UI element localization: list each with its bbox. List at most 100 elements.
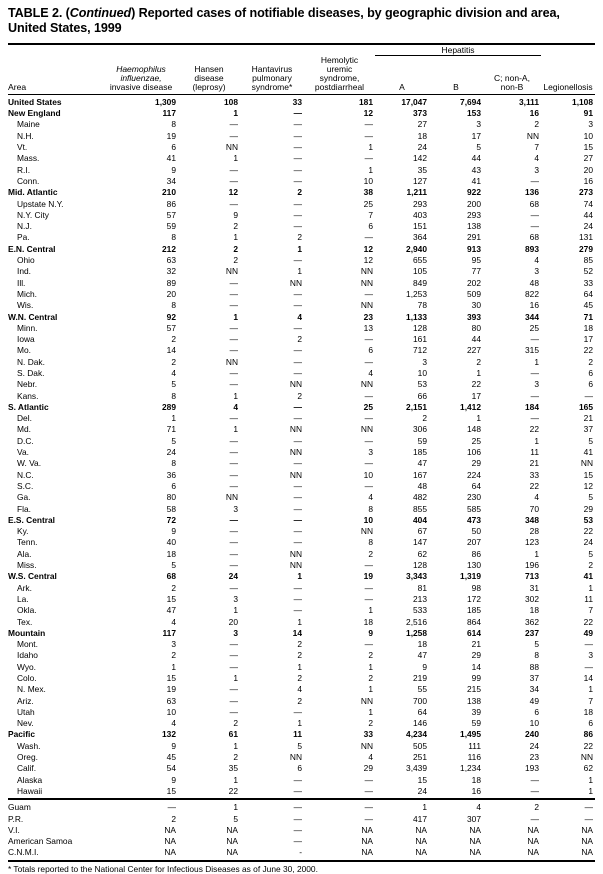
table-row: Idaho 2 — 2 2 47 29 8 3 — [8, 649, 595, 660]
cell-value: — — [229, 650, 238, 661]
table-row: Minn. 57 — — 13 128 80 25 18 — [8, 321, 595, 332]
cell-value: 7 — [588, 695, 593, 706]
cell-value: 404 — [413, 514, 427, 525]
hepatitis-group-header-row: Hepatitis — [8, 44, 595, 55]
row-area-label: Colo. — [17, 673, 37, 683]
table-row: Ga. 80 NN — 4 482 230 4 5 — [8, 490, 595, 503]
cell-value: 34 — [529, 684, 539, 695]
cell-value: 307 — [467, 813, 481, 824]
cell-value: 50 — [471, 526, 481, 537]
cell-value: 362 — [525, 616, 539, 627]
cell-value: 40 — [166, 537, 176, 548]
cell-value: 3 — [233, 503, 238, 514]
row-area-label: Mountain — [8, 627, 46, 638]
cell-value: 25 — [363, 198, 373, 209]
cell-value: NA — [469, 824, 481, 835]
row-area-label: Tex. — [17, 616, 33, 627]
row-area-label: S.C. — [17, 480, 34, 491]
cell-value: 28 — [529, 526, 539, 537]
table-row: Ohio 63 2 — 12 655 95 4 85 — [8, 253, 595, 265]
cell-value: 4 — [368, 752, 373, 763]
cell-value: 196 — [525, 560, 539, 571]
table-row: Ky. 9 — — NN 67 50 28 22 — [8, 524, 595, 537]
cell-value: — — [293, 108, 302, 119]
cell-value: 2 — [297, 232, 302, 243]
cell-value: — — [229, 300, 238, 311]
table-row: Alaska 9 1 — — 15 18 — 1 — [8, 773, 595, 784]
cell-value: NN — [225, 492, 238, 503]
cell-value: 1 — [476, 367, 481, 378]
cell-value: 1 — [368, 164, 373, 175]
cell-value: — — [293, 367, 302, 378]
cell-value: 74 — [583, 198, 593, 209]
row-area-label: Nebr. — [17, 379, 38, 390]
cell-value: — — [229, 548, 238, 559]
cell-value: 6 — [297, 763, 302, 774]
cell-value: — — [364, 288, 373, 299]
row-area-label: Mass. — [17, 153, 40, 164]
cell-value: 6 — [171, 480, 176, 491]
cell-value: 251 — [413, 752, 427, 763]
cell-value: NA — [361, 836, 373, 847]
cell-value: NN — [360, 526, 373, 537]
row-area-label: Okla. — [17, 605, 37, 616]
table-row: Okla. 47 1 — 1 533 185 18 7 — [8, 603, 595, 616]
cell-value: 18 — [471, 774, 481, 785]
cell-value: — — [293, 526, 302, 537]
row-area-label: E.N. Central — [8, 243, 56, 254]
cell-value: — — [584, 813, 593, 824]
hepatitis-underline-row — [8, 55, 595, 57]
table-row: Vt. 6 NN — 1 24 5 7 15 — [8, 140, 595, 153]
cell-value: 20 — [583, 164, 593, 175]
cell-value: 172 — [467, 593, 481, 604]
row-area-label: N. Dak. — [17, 356, 45, 367]
row-area-label: Pacific — [8, 729, 36, 740]
cell-value: 1,258 — [406, 627, 427, 638]
cell-value: 33 — [292, 96, 302, 107]
cell-value: 18 — [583, 322, 593, 333]
table-row: Ind. 32 NN 1 NN 105 77 3 52 — [8, 264, 595, 277]
cell-value: — — [293, 435, 302, 446]
cell-value: 123 — [525, 537, 539, 548]
cell-value: 130 — [467, 560, 481, 571]
cell-value: 6 — [171, 142, 176, 153]
cell-value: — — [293, 153, 302, 164]
cell-value: 71 — [583, 311, 593, 322]
cell-value: 64 — [471, 480, 481, 491]
cell-value: 22 — [583, 740, 593, 751]
cell-value: 1,412 — [460, 401, 481, 412]
cell-value: 21 — [583, 413, 593, 424]
table-row: United States 1,309 108 33 181 17,047 7,694 3,1… — [8, 94, 595, 106]
cell-value: 20 — [228, 616, 238, 627]
cell-value: 1 — [422, 802, 427, 813]
cell-value: 13 — [363, 322, 373, 333]
cell-value: 53 — [417, 379, 427, 390]
cell-value: 17 — [471, 390, 481, 401]
cell-value: 224 — [467, 469, 481, 480]
cell-value: 35 — [228, 763, 238, 774]
cell-value: NN — [360, 300, 373, 311]
cell-value: — — [584, 661, 593, 672]
header-hepatitis-a: A — [399, 81, 405, 92]
cell-value: 44 — [471, 153, 481, 164]
cell-value: 482 — [413, 492, 427, 503]
cell-value: NA — [164, 836, 176, 847]
table-row: Oreg. 45 2 NN 4 251 116 23 NN — [8, 750, 595, 763]
cell-value: 200 — [467, 198, 481, 209]
cell-value: 1 — [171, 661, 176, 672]
cell-value: 80 — [166, 492, 176, 503]
table-row: Nebr. 5 — NN NN 53 22 3 6 — [8, 377, 595, 390]
cell-value: NN — [360, 266, 373, 277]
cell-value: 2 — [368, 673, 373, 683]
cell-value: 5 — [534, 639, 539, 650]
table-row: W. Va. 8 — — — 47 29 21 NN — [8, 456, 595, 468]
cell-value: 151 — [413, 221, 427, 232]
column-header-row: Area Haemophilus influenzae, invasive di… — [8, 55, 595, 92]
cell-value: 1 — [588, 684, 593, 695]
table-row: W.S. Central 68 24 1 19 3,343 1,319 713 41 — [8, 569, 595, 581]
cell-value: — — [293, 130, 302, 141]
cell-value: 47 — [166, 605, 176, 616]
cell-value: — — [229, 560, 238, 571]
cell-value: — — [530, 390, 539, 401]
cell-value: 8 — [171, 232, 176, 243]
